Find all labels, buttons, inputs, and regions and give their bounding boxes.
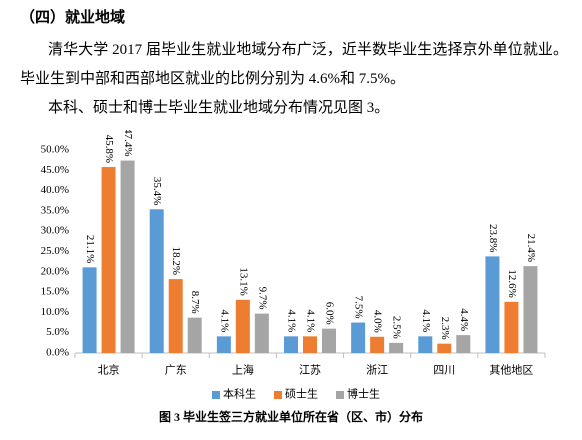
y-tick-label: 35.0%	[41, 204, 69, 216]
value-label: 6.0%	[323, 302, 335, 325]
legend-label: 本科生	[223, 387, 256, 401]
bar	[235, 299, 250, 353]
x-tick-label: 其他地区	[489, 364, 533, 377]
value-label: 4.1%	[218, 309, 230, 332]
value-label: 23.8%	[487, 224, 499, 252]
legend-swatch	[336, 391, 344, 399]
legend-label: 硕士生	[285, 387, 318, 401]
bar	[370, 336, 385, 353]
value-label: 21.4%	[525, 234, 537, 262]
y-tick-label: 25.0%	[41, 245, 69, 257]
value-label: 18.2%	[170, 247, 182, 275]
paragraph: 本科、硕士和博士毕业生就业地域分布情况见图 3。	[48, 100, 390, 116]
legend-swatch	[274, 391, 282, 399]
value-label: 2.3%	[439, 317, 451, 340]
x-tick-label: 四川	[433, 365, 455, 377]
chart: 图 3 毕业生签三方就业单位所在省（区、市）分布 0.0% 5.0% 10.0% 15…	[41, 130, 546, 424]
y-tick-label: 20.0%	[41, 265, 69, 277]
value-label: 8.7%	[189, 291, 201, 314]
bar	[485, 256, 500, 353]
bar	[216, 336, 231, 353]
y-tick-label: 0.0%	[46, 347, 69, 359]
value-label: 4.1%	[420, 309, 432, 332]
y-tick-label: 5.0%	[46, 326, 69, 338]
bar	[437, 343, 452, 353]
value-label: 4.0%	[372, 310, 384, 333]
bar	[456, 335, 471, 353]
x-tick-label: 广东	[165, 364, 187, 377]
bar	[82, 267, 97, 353]
value-label: 4.1%	[304, 309, 316, 332]
bar	[149, 209, 164, 353]
value-label: 4.1%	[285, 309, 297, 332]
x-tick-label: 浙江	[366, 364, 388, 377]
paragraph: 清华大学 2017 届毕业生就业地域分布广泛，近半数毕业生选择京外单位就业。毕业…	[20, 42, 568, 87]
value-label: 4.4%	[458, 308, 470, 331]
value-label: 35.4%	[151, 177, 163, 205]
value-label: 13.1%	[237, 267, 249, 295]
chart-title: 图 3 毕业生签三方就业单位所在省（区、市）分布	[159, 409, 423, 424]
bar	[254, 313, 269, 353]
section-heading: （四）就业地域	[20, 10, 126, 26]
legend-label: 博士生	[347, 387, 380, 401]
bar	[351, 322, 366, 353]
bar	[120, 160, 135, 353]
y-tick-label: 30.0%	[41, 225, 69, 237]
legend-swatch	[212, 391, 220, 399]
bar	[523, 266, 538, 353]
bar	[187, 317, 202, 353]
bar	[418, 336, 433, 353]
bar	[284, 336, 298, 353]
value-label: 45.8%	[103, 135, 115, 163]
y-tick-label: 10.0%	[41, 306, 69, 318]
y-tick-label: 45.0%	[41, 164, 69, 176]
y-tick-label: 15.0%	[41, 286, 69, 298]
x-tick-label: 江苏	[299, 364, 321, 377]
bar	[322, 328, 336, 353]
value-label: 12.6%	[506, 269, 518, 297]
value-label: 9.7%	[256, 287, 268, 310]
x-tick-label: 上海	[232, 363, 254, 377]
bar	[389, 342, 404, 353]
bar	[504, 301, 519, 353]
bar	[101, 167, 116, 353]
value-label: 7.5%	[353, 296, 365, 319]
value-label: 47.4%	[122, 130, 134, 157]
y-tick-label: 40.0%	[41, 184, 69, 196]
bar	[168, 279, 183, 353]
x-tick-label: 北京	[98, 363, 120, 377]
value-label: 21.1%	[84, 235, 96, 263]
y-tick-label: 50.0%	[41, 144, 69, 156]
bar	[303, 336, 317, 353]
value-label: 2.5%	[391, 316, 403, 339]
